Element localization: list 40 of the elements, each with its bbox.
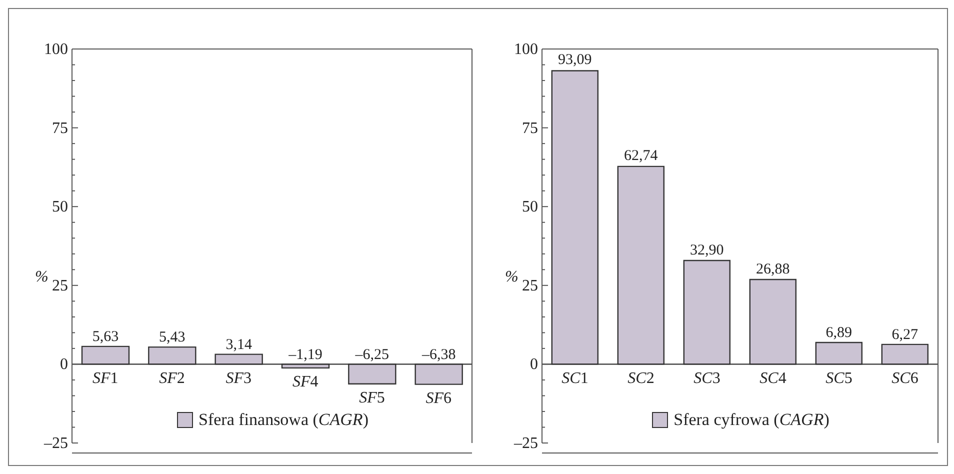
- y-tick-label: 0: [530, 356, 538, 374]
- x-tick-label: SF4: [292, 374, 318, 391]
- x-tick-label: SF5: [359, 390, 385, 407]
- y-tick-label: –25: [513, 435, 538, 452]
- data-label: 6,89: [826, 324, 852, 341]
- x-tick-label: SC6: [892, 370, 918, 387]
- data-label: 5,63: [92, 328, 119, 345]
- x-tick-label: SC2: [628, 370, 654, 387]
- y-axis-title: %: [35, 268, 48, 286]
- y-tick-label: 50: [52, 198, 68, 216]
- data-label: 6,27: [892, 326, 919, 343]
- y-tick-label: –25: [43, 435, 68, 452]
- x-tick-label: SF6: [426, 390, 452, 408]
- y-tick-label: 100: [514, 41, 538, 58]
- data-label: 62,74: [624, 148, 658, 164]
- y-tick-label: 25: [522, 277, 538, 294]
- y-tick-label: 25: [52, 277, 68, 294]
- data-label: 3,14: [226, 336, 252, 353]
- x-tick-label: SF1: [92, 370, 118, 387]
- data-label: –6,25: [354, 346, 390, 363]
- data-label: –6,38: [420, 346, 456, 363]
- y-tick-label: 75: [52, 120, 68, 137]
- legend-label: Sfera finansowa (CAGR): [198, 410, 368, 430]
- legend-label: Sfera cyfrowa (CAGR): [674, 410, 830, 430]
- x-tick-label: SF2: [159, 370, 185, 387]
- y-tick-label: 50: [522, 198, 538, 216]
- y-axis-title: %: [505, 268, 518, 286]
- x-tick-label: SC4: [760, 370, 786, 387]
- data-label: 5,43: [159, 330, 186, 346]
- x-tick-label: SC1: [562, 370, 588, 387]
- data-label: –1,19: [288, 346, 322, 363]
- x-tick-label: SC3: [694, 370, 720, 387]
- y-tick-label: 0: [60, 356, 68, 374]
- x-tick-label: SC5: [826, 370, 852, 387]
- data-label: 26,88: [756, 262, 790, 278]
- data-label: 93,09: [558, 52, 592, 68]
- x-tick-label: SF3: [226, 370, 252, 387]
- y-tick-label: 75: [522, 120, 538, 137]
- data-label: 32,90: [690, 242, 724, 259]
- y-tick-label: 100: [44, 41, 68, 58]
